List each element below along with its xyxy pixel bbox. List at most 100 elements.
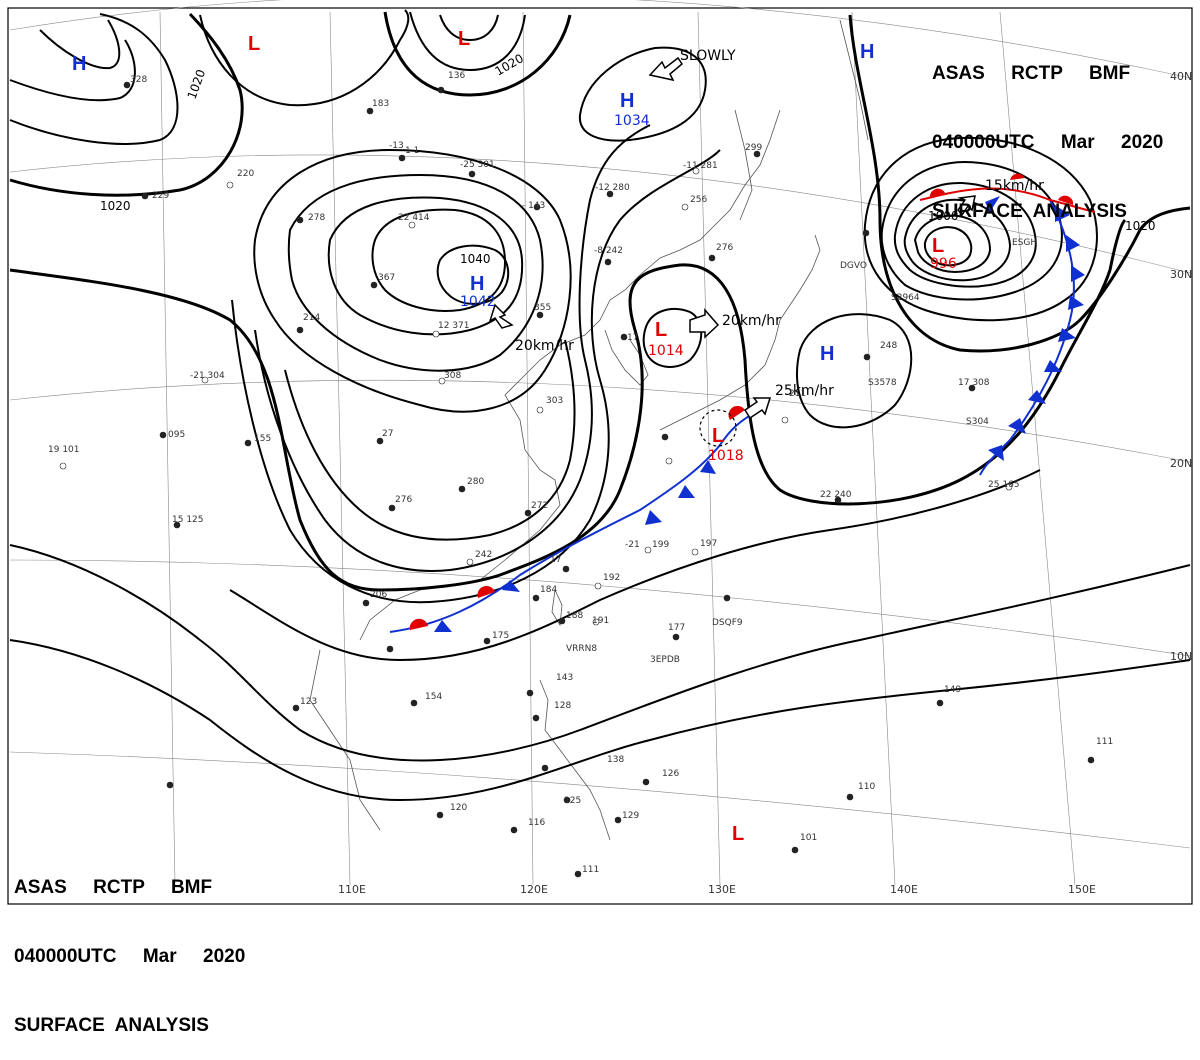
high-center-1042: H: [470, 273, 484, 295]
isobars: [9, 9, 1191, 802]
station-label: 17 308: [958, 378, 990, 388]
motion-labels: SLOWLY 20km/hr 20km/hr 25km/hr 15km/hr: [515, 48, 1044, 399]
low-center-north: L: [458, 28, 470, 50]
longitude-line-100e: [159, 11, 176, 886]
isobar-label-1020-sw: 1020: [100, 199, 131, 213]
station-label: 299: [745, 143, 762, 153]
latitude-line-0: [9, 751, 1191, 849]
station-label: DGVO: [840, 261, 867, 271]
station-label: 367: [378, 273, 395, 283]
header-line-time: 040000UTC Mar 2020: [14, 946, 246, 967]
low-center-996: L: [932, 235, 944, 257]
station-label: 155: [254, 434, 271, 444]
lat-label-20n: 20N: [1170, 457, 1192, 470]
coast-sakhalin: [734, 109, 753, 221]
isobar-cyclone-1000: [923, 226, 973, 267]
stationary-front-south: [389, 409, 761, 633]
isobar-1034-high: [578, 46, 707, 142]
station-label: DSQF9: [712, 618, 743, 628]
isobar-1020-east: [848, 14, 1191, 353]
motion-label-1018: 25km/hr: [775, 383, 834, 399]
isobar-china-2: [254, 124, 651, 572]
header-line-product: ASAS RCTP BMF: [932, 63, 1131, 84]
station-label: 126: [662, 769, 679, 779]
motion-label-slowly: SLOWLY: [680, 48, 736, 64]
longitude-line-150e: [999, 11, 1076, 886]
station-label: S3578: [868, 378, 897, 388]
station-label: 125: [564, 796, 581, 806]
lon-label-140e: 140E: [890, 883, 918, 896]
low-center-north-west: L: [248, 33, 260, 55]
station-label: 095: [168, 430, 185, 440]
station-plots: 229 328 183 136 1 1 220 278 22 414 367 -…: [48, 71, 1113, 878]
station-label: 191: [592, 616, 609, 626]
high-center-1034: H: [620, 90, 634, 112]
station-label: - 143: [522, 201, 545, 211]
station-label: 184: [540, 585, 557, 595]
isobar-pacific-2: [9, 639, 1191, 802]
station-label: 308: [444, 371, 461, 381]
station-label: 328: [130, 75, 147, 85]
latitude-line-10n: [9, 559, 1191, 657]
station-label: 220: [237, 169, 254, 179]
station-label: 229: [152, 191, 169, 201]
isobar-siberian-high-2: [287, 173, 544, 372]
isobar-west-1: [9, 13, 179, 145]
station-label: 3EPDB: [650, 655, 680, 665]
isobar-north-l-1: [199, 9, 410, 107]
motion-arrow-siberian-high: [488, 303, 514, 329]
motion-arrows: [488, 56, 976, 420]
station-label: 101: [800, 833, 817, 843]
low-center-1014: L: [655, 319, 667, 341]
station-label: 22 414: [398, 213, 430, 223]
station-label: 116: [528, 818, 545, 828]
isobar-west-2: [9, 39, 136, 102]
station-label: 111: [582, 865, 599, 875]
low-value-1014: 1014: [648, 343, 684, 359]
station-label: -21: [625, 540, 640, 550]
isobar-cyclone-2: [880, 160, 1063, 301]
isobar-siberian-high-1: [253, 148, 572, 413]
station-label: 19 101: [48, 445, 80, 455]
surface-analysis-map: 110E 120E 130E 140E 150E 40N 30N 20N 10N…: [7, 0, 1193, 905]
isobar-1020-north: [383, 11, 572, 97]
station-label: 138: [607, 755, 624, 765]
station-labels: 229 328 183 136 1 1 220 278 22 414 367 -…: [48, 71, 1113, 875]
longitude-line-140e: [851, 11, 896, 886]
station-label: 276: [395, 495, 412, 505]
low-value-1018: 1018: [708, 448, 744, 464]
longitude-line-120e: [522, 11, 534, 886]
station-label: 120: [450, 803, 467, 813]
graticule: [9, 0, 1191, 886]
station-label: 17: [627, 333, 638, 343]
lat-label-10n: 10N: [1170, 650, 1192, 663]
isobar-china-3: [284, 339, 576, 541]
station-label: 197: [700, 539, 717, 549]
station-label: -11 281: [683, 161, 718, 171]
lat-label-30n: 30N: [1170, 268, 1192, 281]
station-label: 27: [382, 429, 393, 439]
station-label: S2964: [891, 293, 920, 303]
station-label: 256: [690, 195, 707, 205]
station-label: 110: [858, 782, 875, 792]
low-center-1018: L: [712, 425, 724, 447]
low-value-996: 996: [930, 256, 957, 272]
high-center-japan: H: [820, 343, 834, 365]
pressure-centers: H L L H 1034 H H 1042 L 1014 H L 1018 L …: [72, 28, 957, 845]
chart-header-top: ASAS RCTP BMF 040000UTC Mar 2020 SURFACE…: [932, 16, 1163, 246]
station-label: 111: [1096, 737, 1113, 747]
station-label: 1 1: [405, 146, 419, 156]
station-label: 206: [370, 590, 387, 600]
motion-arrow-slowly: [648, 56, 683, 82]
low-center-equator: L: [732, 823, 744, 845]
station-label: 177: [668, 623, 685, 633]
station-markers: [59, 81, 1095, 878]
lon-label-110e: 110E: [338, 883, 366, 896]
isobar-china-1: [231, 149, 721, 604]
station-label: 272: [531, 501, 548, 511]
motion-arrow-cyclone: [957, 195, 976, 217]
station-label: 128: [554, 701, 571, 711]
isobar-japan-high: [796, 313, 913, 429]
station-label: 242: [475, 550, 492, 560]
station-label: 192: [603, 573, 620, 583]
